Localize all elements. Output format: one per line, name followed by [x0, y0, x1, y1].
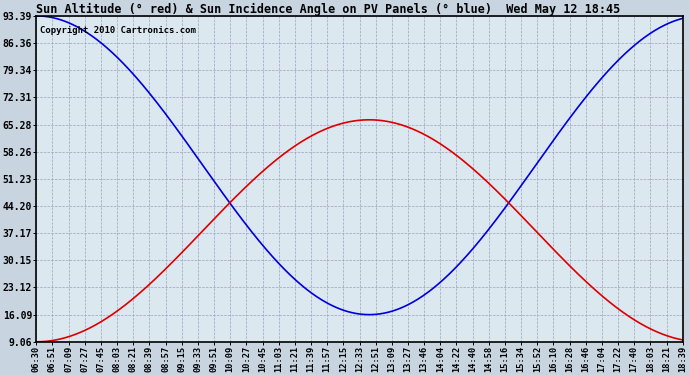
Text: Sun Altitude (° red) & Sun Incidence Angle on PV Panels (° blue)  Wed May 12 18:: Sun Altitude (° red) & Sun Incidence Ang…: [37, 3, 620, 16]
Text: Copyright 2010 Cartronics.com: Copyright 2010 Cartronics.com: [39, 26, 195, 34]
